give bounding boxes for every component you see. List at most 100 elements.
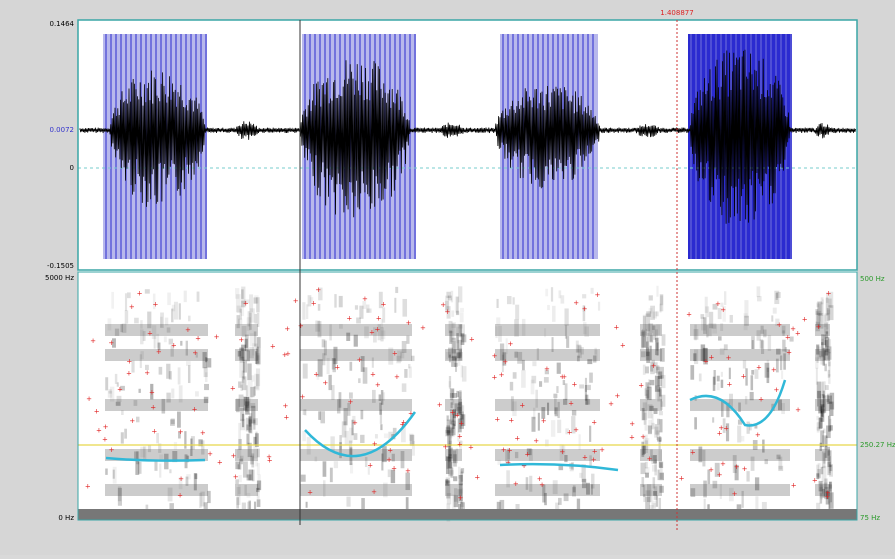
- spectral-energy: [507, 296, 512, 304]
- formant-dot: +: [217, 458, 223, 466]
- formant-dot: +: [334, 364, 340, 372]
- formant-dot: +: [149, 388, 155, 396]
- spectral-energy: [648, 420, 652, 433]
- formant-dot: +: [824, 493, 830, 501]
- formant-dot: +: [405, 467, 411, 475]
- formant-dot: +: [816, 323, 822, 331]
- formant-dot: +: [129, 303, 135, 311]
- spectral-energy: [460, 308, 464, 312]
- formant-dot: +: [723, 425, 729, 433]
- spectral-energy: [171, 388, 174, 398]
- formant-dot: +: [313, 371, 319, 379]
- spectral-energy: [449, 470, 453, 475]
- formant-dot: +: [502, 358, 508, 366]
- spectral-energy: [451, 310, 454, 316]
- formant-band: [495, 484, 600, 496]
- formant-dot: +: [613, 324, 619, 332]
- spectral-energy: [138, 462, 141, 474]
- formant-band: [300, 484, 412, 496]
- wave-top-label: 0.1464: [50, 20, 75, 28]
- formant-dot: +: [591, 419, 597, 427]
- formant-dot: +: [147, 329, 153, 337]
- formant-dot: +: [315, 286, 321, 294]
- wave-marker-label: 0.0072: [50, 126, 75, 134]
- spectral-energy: [561, 295, 565, 303]
- formant-band: [640, 484, 662, 496]
- spectral-energy: [253, 297, 257, 303]
- formant-dot: +: [346, 315, 352, 323]
- formant-dot: +: [86, 395, 92, 403]
- low-band: [78, 509, 857, 520]
- formant-dot: +: [758, 395, 764, 403]
- spectral-energy: [718, 336, 722, 340]
- spectral-energy: [579, 384, 584, 388]
- spectral-energy: [462, 366, 467, 381]
- formant-dot: +: [567, 429, 573, 437]
- spectral-energy: [721, 380, 724, 388]
- formant-dot: +: [357, 356, 363, 364]
- formant-dot: +: [178, 475, 184, 483]
- formant-dot: +: [615, 392, 621, 400]
- spectral-energy: [751, 370, 754, 375]
- spectral-energy: [645, 473, 649, 478]
- formant-dot: +: [137, 289, 143, 297]
- formant-band: [495, 349, 600, 361]
- spectral-energy: [238, 464, 242, 469]
- formant-dot: +: [717, 429, 723, 437]
- spectral-energy: [510, 382, 513, 391]
- formant-band: [495, 324, 600, 336]
- spectral-energy: [658, 470, 660, 481]
- spectral-energy: [819, 417, 822, 429]
- spectral-energy: [204, 384, 209, 390]
- spectral-energy: [306, 502, 308, 508]
- spectral-energy: [136, 417, 139, 423]
- spectral-energy: [743, 360, 746, 368]
- spectral-energy: [545, 289, 548, 297]
- formant-dot: +: [367, 461, 373, 469]
- spectral-energy: [578, 434, 580, 450]
- formant-band: [235, 349, 258, 361]
- formant-dot: +: [444, 308, 450, 316]
- formant-dot: +: [293, 297, 299, 305]
- formant-band: [640, 399, 662, 411]
- spectral-energy: [645, 425, 648, 431]
- formant-dot: +: [651, 362, 657, 370]
- formant-band: [690, 449, 790, 461]
- spectral-energy: [164, 336, 167, 342]
- formant-dot: +: [519, 401, 525, 409]
- spectral-energy: [186, 361, 191, 366]
- formant-dot: +: [608, 400, 614, 408]
- formant-dot: +: [742, 465, 748, 473]
- spectral-energy: [111, 292, 114, 309]
- formant-dot: +: [573, 299, 579, 307]
- spectral-energy: [375, 434, 378, 438]
- spectral-energy: [127, 292, 131, 298]
- spectral-energy: [781, 371, 783, 379]
- formant-dot: +: [85, 482, 91, 490]
- formant-dot: +: [178, 428, 184, 436]
- spectral-energy: [539, 381, 542, 387]
- formant-dot: +: [582, 454, 588, 462]
- spectral-energy: [747, 422, 750, 434]
- spectral-energy: [247, 474, 252, 480]
- spectral-energy: [197, 292, 200, 302]
- formant-band: [445, 349, 462, 361]
- formant-band: [300, 324, 412, 336]
- spectral-energy: [656, 311, 659, 316]
- formant-dot: +: [371, 488, 377, 496]
- spectral-energy: [238, 423, 241, 439]
- spectral-energy: [816, 303, 818, 308]
- spectral-energy: [318, 411, 321, 420]
- spectral-energy: [174, 442, 177, 450]
- formant-dot: +: [726, 354, 732, 362]
- formant-dot: +: [352, 419, 358, 427]
- spectral-energy: [408, 364, 410, 368]
- spectral-energy: [724, 291, 726, 305]
- formant-dot: +: [514, 434, 520, 442]
- formant-dot: +: [741, 373, 747, 381]
- cursor-time: 1.408877: [660, 9, 693, 17]
- formant-dot: +: [599, 446, 605, 454]
- spectral-energy: [737, 426, 741, 443]
- spectral-energy: [177, 412, 181, 428]
- formant-dot: +: [126, 369, 132, 377]
